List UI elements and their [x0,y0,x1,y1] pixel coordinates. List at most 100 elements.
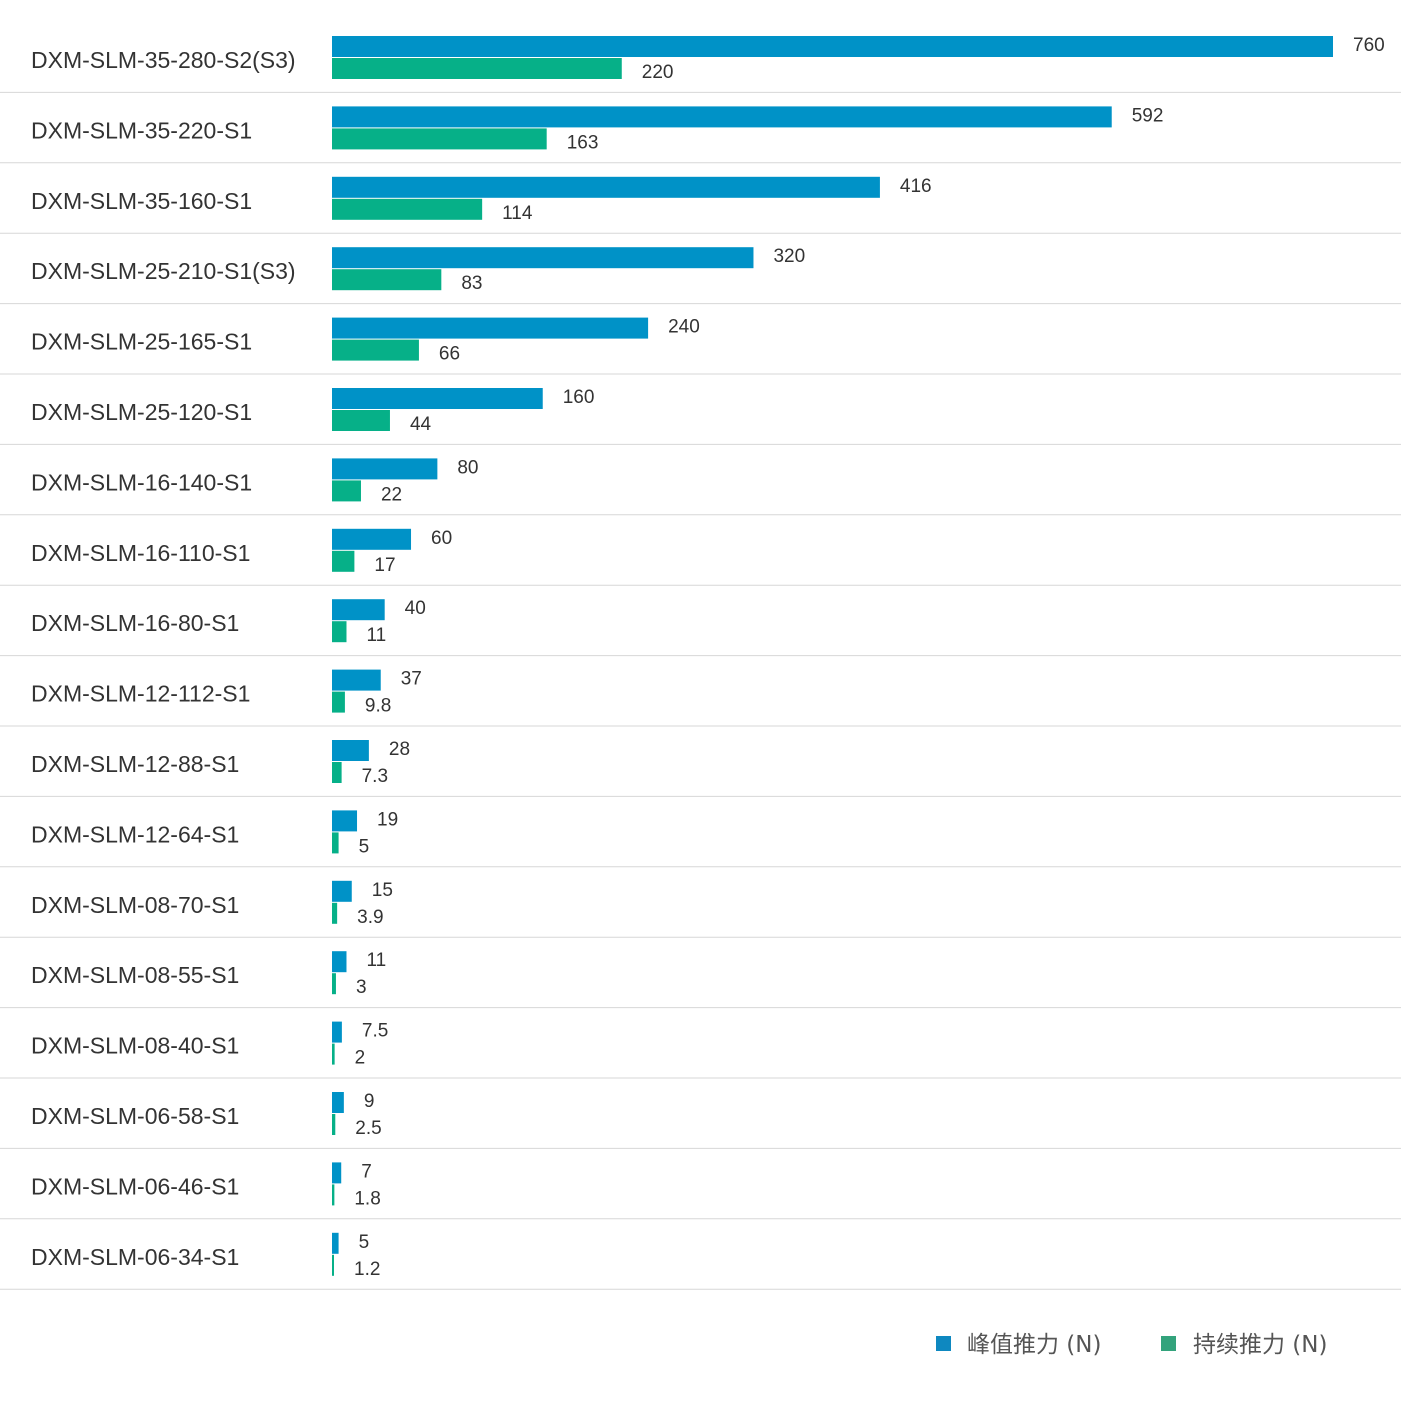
category-label: DXM-SLM-08-55-S1 [31,962,239,988]
chart-row: DXM-SLM-08-55-S1 11 3 [0,950,1401,1009]
data-label-peak-force: 28 [389,739,410,760]
bar-continuous-force [332,762,342,783]
category-label: DXM-SLM-16-110-S1 [31,540,250,566]
chart-row: DXM-SLM-08-70-S1 15 3.9 [0,880,1401,938]
chart-row: DXM-SLM-08-40-S1 7.5 2 [0,1021,1401,1079]
data-label-peak-force: 15 [372,880,393,901]
bar-continuous-force [332,269,442,291]
chart-row: DXM-SLM-25-210-S1(S3) 320 83 [0,246,1401,305]
category-label: DXM-SLM-06-46-S1 [31,1173,239,1199]
bar-continuous-force [332,198,483,220]
data-label-continuous-force: 11 [366,625,386,646]
bar-peak-force [332,880,352,902]
data-label-continuous-force: 7.3 [362,766,388,787]
data-label-continuous-force: 66 [439,344,460,365]
chart-row: DXM-SLM-16-140-S1 80 22 [0,457,1401,516]
bar-peak-force [332,810,358,832]
data-label-continuous-force: 83 [461,273,482,294]
bar-continuous-force [332,973,336,995]
category-label: DXM-SLM-06-58-S1 [31,1103,239,1129]
chart-row: DXM-SLM-06-58-S1 9 2.5 [0,1091,1401,1149]
chart-rows: DXM-SLM-35-280-S2(S3)760220DXM-SLM-35-22… [0,35,1401,1290]
category-label: DXM-SLM-16-140-S1 [31,469,252,495]
bar-peak-force [332,740,369,761]
data-label-continuous-force: 2.5 [355,1118,381,1139]
bar-peak-force [332,1021,342,1043]
legend-marker-peak-force [936,1336,951,1351]
data-label-peak-force: 37 [401,669,422,690]
chart-row: DXM-SLM-25-165-S1 240 66 [0,317,1401,375]
chart-row: DXM-SLM-12-64-S1 19 5 [0,809,1401,868]
chart-row: DXM-SLM-06-34-S1 5 1.2 [0,1232,1401,1290]
data-label-peak-force: 320 [773,246,805,267]
chart-row: DXM-SLM-16-110-S1 60 17 [0,528,1401,586]
category-label: DXM-SLM-25-120-S1 [31,399,252,425]
data-label-continuous-force: 1.8 [354,1188,380,1209]
data-label-peak-force: 40 [405,598,426,619]
bar-peak-force [332,528,412,550]
data-label-continuous-force: 163 [567,132,599,153]
bar-peak-force [332,951,347,973]
data-label-continuous-force: 220 [642,62,674,83]
category-label: DXM-SLM-12-112-S1 [31,681,250,707]
data-label-peak-force: 240 [668,317,700,338]
bar-peak-force [332,669,381,691]
data-label-continuous-force: 9.8 [365,696,391,717]
data-label-peak-force: 9 [364,1091,375,1112]
data-label-peak-force: 5 [359,1232,370,1253]
legend-label-peak-force: 峰值推力 (N) [967,1332,1101,1358]
data-label-continuous-force: 22 [381,484,402,505]
data-label-continuous-force: 44 [410,414,432,435]
data-label-peak-force: 60 [431,528,452,549]
chart-row: DXM-SLM-06-46-S1 7 1.8 [0,1161,1401,1220]
data-label-peak-force: 7.5 [362,1021,388,1042]
chart-row: DXM-SLM-12-112-S1 37 9.8 [0,669,1401,727]
data-label-continuous-force: 3 [356,977,367,998]
bar-peak-force [332,176,880,198]
bar-continuous-force [332,128,547,150]
bar-peak-force [332,599,385,621]
data-label-peak-force: 80 [457,457,478,478]
category-label: DXM-SLM-12-64-S1 [31,821,239,847]
chart-row: DXM-SLM-35-160-S1 416 114 [0,176,1401,234]
category-label: DXM-SLM-08-70-S1 [31,892,239,918]
data-label-peak-force: 760 [1353,35,1385,56]
data-label-continuous-force: 5 [359,836,370,857]
data-label-continuous-force: 2 [355,1048,366,1069]
chart-row: DXM-SLM-35-220-S1 592 163 [0,105,1401,164]
category-label: DXM-SLM-25-210-S1(S3) [31,258,296,284]
data-label-continuous-force: 114 [502,203,533,224]
data-label-peak-force: 160 [563,387,595,408]
legend-marker-continuous-force [1161,1336,1176,1351]
bar-peak-force [332,247,754,269]
chart-row: DXM-SLM-35-280-S2(S3) 760 220 [0,35,1401,93]
bar-continuous-force [332,1114,336,1135]
bar-peak-force [332,317,649,339]
category-label: DXM-SLM-06-34-S1 [31,1244,239,1270]
chart-row: DXM-SLM-12-88-S1 287.3 [0,739,1401,797]
data-label-continuous-force: 3.9 [357,907,383,928]
data-label-continuous-force: 17 [374,555,395,576]
bar-continuous-force [332,58,622,79]
bar-peak-force [332,388,543,409]
data-label-peak-force: 7 [361,1161,372,1182]
bar-continuous-force [332,902,338,924]
bar-continuous-force [332,410,390,431]
category-label: DXM-SLM-35-160-S1 [31,188,252,214]
bar-peak-force [332,1162,342,1184]
category-label: DXM-SLM-25-165-S1 [31,329,252,355]
category-label: DXM-SLM-12-88-S1 [31,751,239,777]
bar-continuous-force [332,1184,335,1206]
bar-continuous-force [332,621,347,643]
legend-label-continuous-force: 持续推力 (N) [1193,1332,1327,1358]
bar-continuous-force [332,550,355,572]
bar-continuous-force [332,832,339,854]
legend: 峰值推力 (N) 持续推力 (N) [936,1332,1327,1358]
bar-peak-force [332,36,1333,57]
bar-continuous-force [332,339,419,361]
data-label-peak-force: 19 [377,809,398,830]
data-label-peak-force: 11 [366,950,386,971]
bar-continuous-force [332,691,345,713]
bar-peak-force [332,1232,339,1254]
bar-peak-force [332,106,1112,128]
